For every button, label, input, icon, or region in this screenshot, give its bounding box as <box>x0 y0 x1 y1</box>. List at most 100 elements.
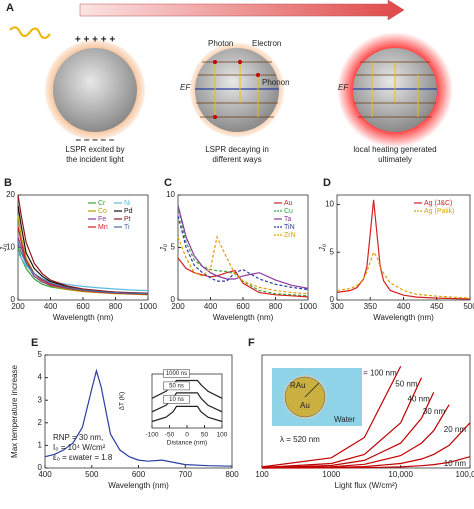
x-axis-label: Wavelength (nm) <box>213 313 274 322</box>
y-axis-label: ΔT (K) <box>119 392 126 411</box>
chart: C 200 400 600 800 1000 0 5 10 Wavelength (nm) J₀ Au… <box>159 177 317 322</box>
legend-label: Mn <box>98 224 108 231</box>
panel-label: A <box>6 2 14 14</box>
chart: D 300 350 400 450 500 0 5 10 Wavelength (nm) J₀ Ag … <box>318 177 474 322</box>
x-tick-label: 300 <box>330 302 344 311</box>
series-line <box>261 392 435 469</box>
curve-label-box <box>163 395 190 404</box>
chart: B 200 400 600 800 1000 0 10 20 Wavelength (nm) J₀ C… <box>0 177 157 322</box>
x-tick-label: 600 <box>236 302 250 311</box>
caption: different ways <box>212 155 261 164</box>
y-tick-label: 1 <box>38 441 43 450</box>
legend-label: Cu <box>284 208 293 215</box>
caption: the incident light <box>66 155 125 164</box>
legend-label: ZrN <box>284 232 296 239</box>
label: Phonon <box>262 78 290 87</box>
curve-label: 10 ns <box>169 397 184 403</box>
panel-a: A + + + + + – – – – – LSPR excited by th… <box>6 0 453 164</box>
caption: local heating generated <box>353 145 436 154</box>
series-line <box>151 405 223 423</box>
series-line <box>151 392 223 413</box>
transitions <box>371 62 419 117</box>
curve-label: RNP = 100 nm <box>344 368 397 377</box>
curve-label: 40 nm <box>408 394 431 403</box>
series-line <box>261 456 471 469</box>
x-axis-label: Distance (nm) <box>167 440 207 447</box>
label: Water <box>334 415 355 424</box>
legend-label: Au <box>284 200 293 207</box>
label: Electron <box>252 39 281 48</box>
x-tick-label: 200 <box>171 302 185 311</box>
legend-label: Ag (Palik) <box>424 208 454 215</box>
curve-label-box <box>163 369 190 378</box>
x-tick-label: 400 <box>204 302 218 311</box>
chart: -100 -50 0 50 100 Distance (nm) ΔT (K) 1000 ns 5… <box>119 369 228 447</box>
x-tick-label: 400 <box>397 302 411 311</box>
x-tick-label: 350 <box>364 302 378 311</box>
x-tick-label: 100 <box>217 432 228 439</box>
y-tick-label: 5 <box>330 247 335 256</box>
x-tick-label: 500 <box>463 302 474 311</box>
legend-label: Co <box>98 208 107 215</box>
x-tick-label: 0 <box>185 432 189 439</box>
annotation: RNP = 30 nm, <box>53 433 103 442</box>
x-tick-label: 800 <box>269 302 283 311</box>
series-line <box>177 215 309 291</box>
curve-label: 10 nm <box>444 459 467 468</box>
y-tick-label: 10 <box>166 190 175 199</box>
y-axis-label: J₀ <box>0 243 8 252</box>
x-axis-label: Wavelength (nm) <box>53 313 114 322</box>
label: Au <box>300 401 310 410</box>
x-tick-label: 1000 <box>139 302 157 311</box>
x-tick-label: 600 <box>132 470 146 479</box>
legend-label: Pd <box>124 208 133 215</box>
series-line <box>177 205 309 289</box>
y-tick-label: 5 <box>171 243 176 252</box>
y-tick-label: 10 <box>6 243 15 252</box>
plot-frame <box>336 194 471 301</box>
panel-label: C <box>164 177 172 189</box>
particle <box>195 48 279 132</box>
particle <box>53 48 137 132</box>
x-tick-label: 700 <box>179 470 193 479</box>
panel-label: E <box>31 337 38 349</box>
transitions <box>214 62 259 117</box>
series-line <box>177 257 309 298</box>
annotation: I₀ = 10⁴ W/cm² <box>53 443 106 452</box>
y-axis-label: Max temperature increase <box>10 364 19 457</box>
series-line <box>177 235 309 295</box>
caption: LSPR decaying in <box>205 145 269 154</box>
legend-label: Cr <box>98 200 106 207</box>
y-tick-label: 2 <box>38 418 43 427</box>
x-tick-label: 500 <box>85 470 99 479</box>
y-tick-label: 0 <box>11 295 16 304</box>
label: EF <box>180 83 191 92</box>
legend-label: Ti <box>124 224 130 231</box>
light-wave <box>9 26 51 39</box>
x-tick-label: 100 <box>255 470 269 479</box>
y-tick-label: 0 <box>330 295 335 304</box>
panel-label: D <box>323 177 331 189</box>
charges: – – – – – <box>76 135 115 146</box>
x-tick-label: 800 <box>109 302 123 311</box>
x-tick-label: 450 <box>430 302 444 311</box>
panel-label: F <box>248 337 255 349</box>
x-tick-label: -50 <box>165 432 175 439</box>
label: EF <box>338 83 349 92</box>
x-tick-label: 1000 <box>322 470 340 479</box>
series-line <box>177 205 309 297</box>
x-tick-label: 400 <box>44 302 58 311</box>
series-line <box>336 199 471 300</box>
label: RAu <box>290 381 306 390</box>
x-tick-label: 50 <box>201 432 209 439</box>
series-line <box>261 404 450 469</box>
x-axis-label: Light flux (W/cm²) <box>335 481 398 490</box>
annotation: ε₀ = εwater = 1.8 <box>53 453 113 462</box>
f-inset: RAu Au Water <box>272 368 362 426</box>
x-axis-label: Wavelength (nm) <box>108 481 169 490</box>
panel-label: B <box>4 177 12 189</box>
y-tick-label: 0 <box>38 463 43 472</box>
legend-label: Ag (J&C) <box>424 200 452 207</box>
series-line <box>17 242 149 295</box>
